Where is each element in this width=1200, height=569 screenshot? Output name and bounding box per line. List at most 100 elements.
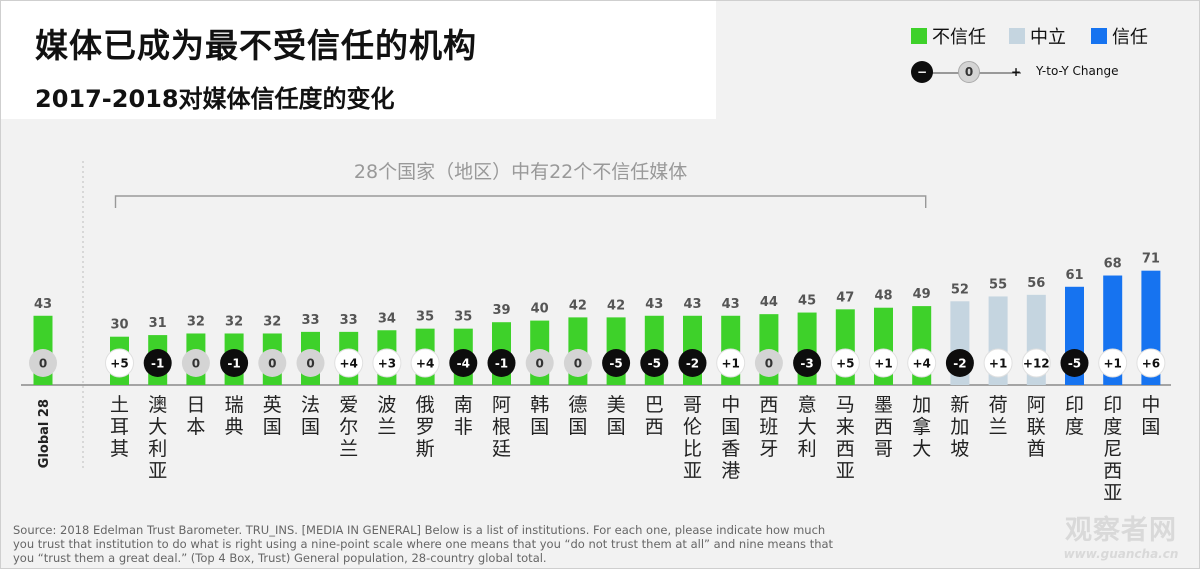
value-label-15: 43 [645, 297, 663, 312]
change-circle-9 [410, 348, 440, 378]
change-circle-23 [945, 349, 974, 377]
change-circle-6 [296, 349, 325, 377]
change-label-10: -4 [457, 357, 470, 371]
value-label-12: 40 [531, 302, 549, 317]
change-label-3: 0 [192, 357, 200, 371]
category-label-23: 新加坡 [950, 394, 969, 460]
value-label-26: 61 [1065, 268, 1083, 283]
bar-chart: 28个国家（地区）中有22个不信任媒体 43 0 Global 28 30 +5 土耳其 31… [21, 161, 1171, 504]
category-label-25: 阿联酋 [1027, 394, 1046, 460]
change-circle-11 [487, 349, 516, 377]
category-label-4: 瑞典 [225, 394, 244, 438]
change-label-6: 0 [306, 357, 314, 371]
category-label-11: 阿根廷 [492, 394, 511, 460]
category-label-27: 印度尼西亚 [1103, 394, 1122, 504]
value-label-23: 52 [951, 282, 969, 297]
watermark: 观察者网 www.guancha.cn [1041, 508, 1199, 561]
value-label-1: 30 [110, 318, 128, 333]
value-label-28: 71 [1142, 252, 1160, 267]
value-label-24: 55 [989, 277, 1007, 292]
category-label-8: 波兰 [377, 394, 396, 438]
category-label-18: 西班牙 [759, 394, 778, 460]
change-label-27: +1 [1103, 357, 1121, 371]
change-label-4: -1 [227, 357, 240, 371]
change-label-28: +6 [1142, 357, 1160, 371]
legend-item-trust: 信任 [1091, 23, 1148, 49]
change-label-17: +1 [721, 357, 739, 371]
chart-subtitle: 2017-2018对媒体信任度的变化 [35, 85, 395, 113]
category-label-9: 俄罗斯 [416, 394, 435, 460]
legend-swatch-trust [1091, 28, 1107, 44]
yoy-plus-circle: + [1010, 65, 1022, 79]
category-label-6: 法国 [301, 394, 320, 438]
change-circle-13 [563, 349, 592, 377]
change-circle-5 [258, 349, 287, 377]
change-circle-10 [449, 349, 478, 377]
change-label-20: +5 [836, 357, 854, 371]
change-label-21: +1 [874, 357, 892, 371]
change-circle-8 [372, 348, 402, 378]
category-label-16: 哥伦比亚 [683, 394, 702, 482]
change-circle-19 [793, 349, 822, 377]
category-label-12: 韩国 [530, 394, 549, 438]
value-label-4: 32 [225, 314, 243, 329]
category-label-24: 荷兰 [989, 394, 1008, 438]
legend-item-neutral: 中立 [1009, 23, 1066, 49]
value-label-5: 32 [263, 314, 281, 329]
yoy-minus-circle: − [911, 61, 933, 83]
change-label-25: +12 [1023, 357, 1050, 371]
category-label-5: 英国 [263, 394, 282, 438]
change-label-12: 0 [536, 357, 544, 371]
value-label-11: 39 [492, 303, 510, 318]
value-label-8: 34 [378, 311, 396, 326]
yoy-legend-label: Y-to-Y Change [1036, 64, 1119, 78]
value-label-22: 49 [913, 287, 931, 302]
value-label-21: 48 [874, 289, 892, 304]
change-label-2: -1 [151, 357, 164, 371]
legend-item-distrust: 不信任 [911, 23, 986, 49]
change-circle-16 [678, 349, 707, 377]
value-label-20: 47 [836, 290, 854, 305]
yoy-legend: − 0 + Y-to-Y Change [911, 61, 1181, 85]
legend-swatch-neutral [1009, 28, 1025, 44]
value-label-2: 31 [149, 316, 167, 331]
legend-swatch-distrust [911, 28, 927, 44]
change-label-23: -2 [953, 357, 966, 371]
change-circle-14 [602, 349, 631, 377]
value-label-27: 68 [1104, 257, 1122, 272]
category-label-10: 南非 [454, 394, 473, 438]
change-circle-21 [869, 348, 898, 378]
change-circle-26 [1060, 349, 1089, 377]
legend: 不信任 中立 信任 − 0 + Y-to-Y Change [911, 19, 1181, 119]
yoy-zero-circle: 0 [958, 61, 980, 83]
value-label-3: 32 [187, 314, 205, 329]
value-label-10: 35 [454, 310, 472, 325]
change-circle-7 [334, 348, 364, 378]
change-circle-2 [143, 349, 172, 377]
bracket-label: 28个国家（地区）中有22个不信任媒体 [354, 161, 687, 183]
change-circle-28 [1136, 348, 1166, 378]
change-circle-3 [181, 349, 210, 377]
change-label-18: 0 [765, 357, 773, 371]
bracket [114, 195, 927, 208]
change-circle-18 [754, 349, 783, 377]
category-label-0: Global 28 [37, 399, 52, 468]
change-label-9: +4 [416, 357, 434, 371]
change-circle-24 [983, 348, 1013, 378]
category-label-15: 巴西 [645, 394, 664, 438]
change-label-7: +4 [339, 357, 357, 371]
title-band [1, 1, 716, 119]
change-circle-17 [716, 348, 746, 378]
category-label-2: 澳大利亚 [148, 394, 167, 482]
value-label-18: 44 [760, 295, 778, 310]
category-label-13: 德国 [568, 394, 587, 438]
change-label-11: -1 [495, 357, 508, 371]
change-circle-25 [1021, 348, 1051, 378]
change-circle-27 [1098, 348, 1128, 378]
category-label-14: 美国 [607, 394, 626, 438]
change-circle-20 [830, 348, 860, 378]
value-label-14: 42 [607, 298, 625, 313]
change-label-24: +1 [989, 357, 1007, 371]
value-label-17: 43 [722, 297, 740, 312]
category-label-22: 加拿大 [912, 394, 931, 460]
